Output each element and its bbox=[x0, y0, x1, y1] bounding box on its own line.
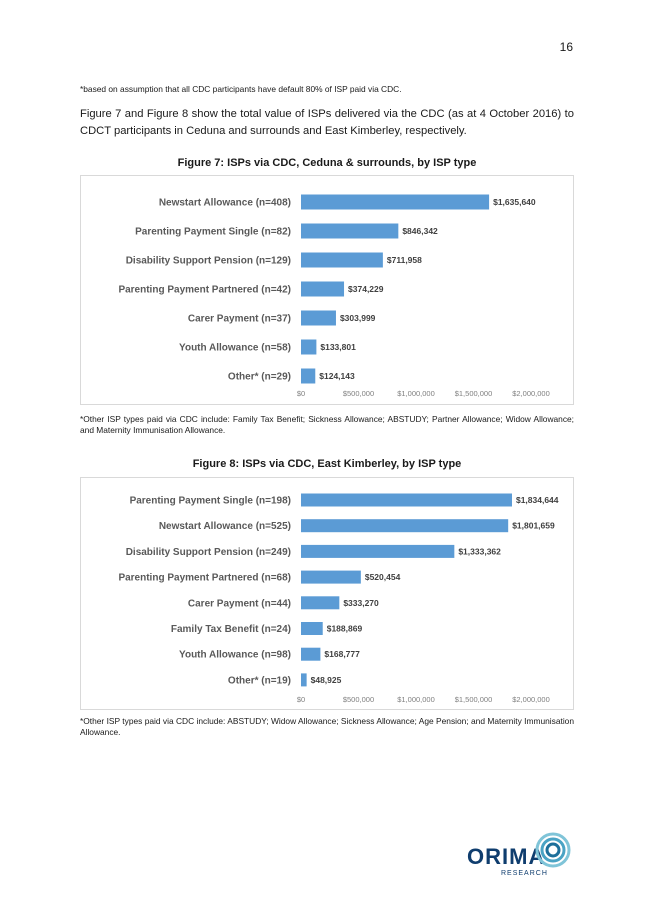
bar bbox=[301, 647, 321, 661]
data-label: $1,333,362 bbox=[458, 546, 501, 556]
intro-paragraph: Figure 7 and Figure 8 show the total val… bbox=[80, 108, 574, 137]
figure-8-chart-frame: Parenting Payment Single (n=198) $1,834,6… bbox=[80, 477, 574, 710]
bar bbox=[301, 310, 336, 326]
figure-8-note: *Other ISP types paid via CDC include: A… bbox=[80, 716, 574, 737]
category-label: Newstart Allowance (n=408) bbox=[159, 198, 291, 209]
category-label: Other* (n=29) bbox=[228, 372, 291, 383]
bar bbox=[301, 252, 383, 268]
category-label: Parenting Payment Single (n=82) bbox=[135, 227, 291, 238]
tick-label: $500,000 bbox=[343, 389, 374, 398]
data-label: $520,454 bbox=[365, 572, 401, 582]
page-number: 16 bbox=[559, 40, 573, 54]
category-label: Carer Payment (n=44) bbox=[188, 598, 291, 609]
data-label: $1,635,640 bbox=[493, 197, 536, 207]
tick-label: $1,500,000 bbox=[455, 389, 493, 398]
tick-label: $0 bbox=[297, 695, 305, 704]
tick-label: $2,000,000 bbox=[512, 695, 550, 704]
tick-label: $500,000 bbox=[343, 695, 374, 704]
data-label: $133,801 bbox=[320, 342, 356, 352]
data-label: $303,999 bbox=[340, 313, 376, 323]
data-label: $846,342 bbox=[402, 226, 438, 236]
category-label: Youth Allowance (n=58) bbox=[179, 343, 291, 354]
bar bbox=[301, 673, 307, 687]
bar bbox=[301, 519, 509, 533]
category-label: Other* (n=19) bbox=[228, 675, 291, 686]
bar bbox=[301, 223, 399, 239]
assumption-footnote: *based on assumption that all CDC partic… bbox=[80, 84, 402, 94]
data-label: $48,925 bbox=[311, 675, 342, 685]
category-label: Parenting Payment Partnered (n=68) bbox=[118, 573, 291, 584]
figure-8-title: Figure 8: ISPs via CDC, East Kimberley, … bbox=[192, 458, 462, 470]
category-label: Family Tax Benefit (n=24) bbox=[171, 624, 291, 635]
bar bbox=[301, 368, 316, 384]
tick-label: $1,000,000 bbox=[397, 389, 435, 398]
data-label: $188,869 bbox=[327, 624, 363, 634]
figure-7-title: Figure 7: ISPs via CDC, Ceduna & surroun… bbox=[177, 157, 477, 169]
category-label: Youth Allowance (n=98) bbox=[179, 650, 291, 661]
figure-7-chart-frame: Newstart Allowance (n=408) $1,635,640 Pare… bbox=[80, 175, 574, 405]
data-label: $124,143 bbox=[319, 371, 355, 381]
figure-7-chart: Newstart Allowance (n=408) $1,635,640 Pare… bbox=[118, 194, 550, 398]
category-label: Parenting Payment Single (n=198) bbox=[130, 496, 291, 507]
logo-wordmark: ORIMA bbox=[467, 844, 546, 869]
figure-7-note: *Other ISP types paid via CDC include: F… bbox=[80, 414, 574, 435]
bar bbox=[301, 194, 490, 210]
data-label: $1,834,644 bbox=[516, 495, 559, 505]
category-label: Parenting Payment Partnered (n=42) bbox=[118, 285, 291, 296]
bar bbox=[301, 596, 340, 610]
tick-label: $1,500,000 bbox=[455, 695, 493, 704]
data-label: $711,958 bbox=[387, 255, 422, 265]
category-label: Newstart Allowance (n=525) bbox=[159, 521, 291, 532]
bar bbox=[301, 570, 361, 584]
data-label: $168,777 bbox=[324, 649, 360, 659]
data-label: $333,270 bbox=[343, 598, 379, 608]
logo-subtitle: RESEARCH bbox=[501, 870, 548, 877]
category-label: Carer Payment (n=37) bbox=[188, 314, 291, 325]
data-label: $1,801,659 bbox=[512, 521, 555, 531]
bar bbox=[301, 622, 323, 635]
figure-8-chart: Parenting Payment Single (n=198) $1,834,6… bbox=[118, 493, 559, 704]
tick-label: $1,000,000 bbox=[397, 695, 435, 704]
bar bbox=[301, 339, 317, 355]
category-label: Disability Support Pension (n=129) bbox=[126, 256, 291, 267]
orima-logo: ORIMA RESEARCH bbox=[463, 832, 575, 882]
tick-label: $0 bbox=[297, 389, 305, 398]
bar bbox=[301, 544, 455, 558]
data-label: $374,229 bbox=[348, 284, 384, 294]
tick-label: $2,000,000 bbox=[512, 389, 550, 398]
logo-rings-icon bbox=[535, 832, 571, 868]
bar bbox=[301, 281, 345, 297]
category-label: Disability Support Pension (n=249) bbox=[126, 547, 291, 558]
bar bbox=[301, 493, 512, 507]
